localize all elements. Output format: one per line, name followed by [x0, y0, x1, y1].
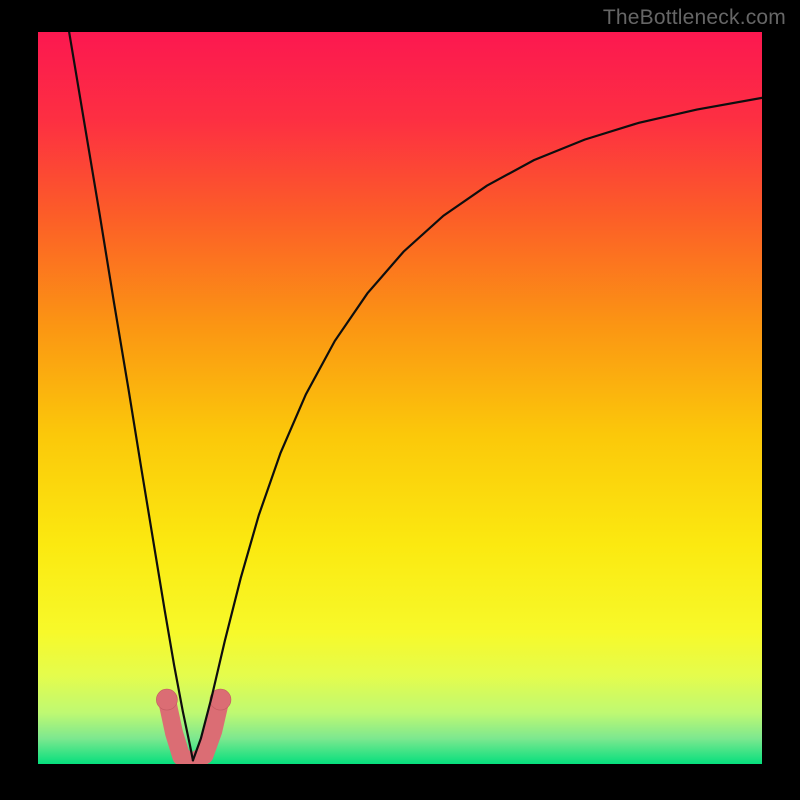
plot-svg [38, 32, 762, 764]
chart-container: TheBottleneck.com [0, 0, 800, 800]
plot-area [38, 32, 762, 764]
heat-gradient-background [38, 32, 762, 764]
marker-dot [156, 689, 177, 710]
watermark-text: TheBottleneck.com [603, 6, 786, 30]
